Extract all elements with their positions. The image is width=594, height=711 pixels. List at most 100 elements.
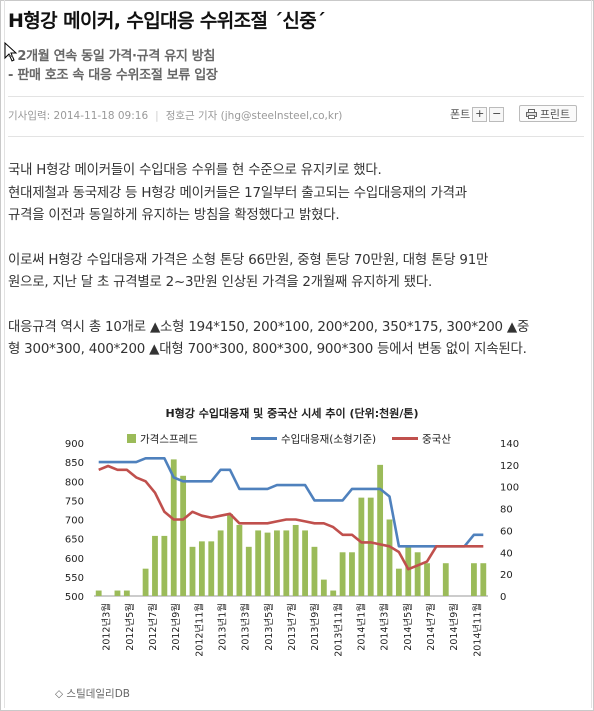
font-size-control: 폰트 + − [450, 106, 505, 122]
body-line: 국내 H형강 메이커들이 수입대응 수위를 현 수준으로 유지키로 했다. [8, 163, 382, 178]
price-trend-chart: H형강 수입대응재 및 중국산 시세 추이 (단위:천원/톤) 가격스프레드 수입대… [65, 406, 519, 657]
body-line: 원으로, 지난 달 초 규격별로 2~3만원 인상된 가격을 2개월째 유지하게… [8, 275, 432, 290]
x-tick-label: 2013년11월 [332, 603, 344, 657]
y-tick-left: 700 [65, 516, 84, 527]
spread-bar [236, 524, 243, 596]
y-tick-left: 650 [65, 535, 84, 546]
spread-bar [142, 568, 149, 596]
x-tick-label: 2012년5월 [124, 603, 136, 651]
spread-bar [161, 535, 168, 596]
y-tick-left: 500 [65, 592, 84, 603]
spread-bar [377, 464, 384, 596]
spread-bar [170, 459, 177, 596]
spread-bar [349, 552, 355, 596]
x-tick-label: 2013년1월 [216, 603, 228, 651]
x-tick-label: 2014년9월 [448, 603, 460, 651]
x-tick-label: 2014년1월 [356, 603, 368, 651]
chart-title: H형강 수입대응재 및 중국산 시세 추이 (단위:천원/톤) [165, 406, 418, 420]
article-meta: 기사입력: 2014-11-18 09:16 | 정호근 기자 (jhg@steel… [8, 110, 343, 122]
font-increase-button[interactable]: + [472, 106, 488, 122]
y-tick-left: 800 [65, 477, 84, 488]
spread-bar [386, 519, 393, 596]
spread-bar [320, 579, 327, 596]
y-tick-left: 850 [65, 458, 84, 469]
china-price-line [98, 464, 484, 571]
y-tick-right: 40 [500, 548, 513, 559]
legend-swatch [127, 434, 136, 443]
article-subhead-1: - 2개월 연속 동일 가격·규격 유지 방침 [8, 49, 216, 64]
import-response-line [98, 456, 484, 548]
legend-label: 가격스프레드 [140, 433, 198, 446]
spread-bar [114, 590, 121, 596]
spread-bar [152, 535, 158, 596]
x-tick-label: 2013년3월 [240, 603, 252, 651]
spread-bar [292, 524, 299, 596]
x-tick-label: 2013년7월 [286, 603, 298, 651]
y-tick-right: 20 [500, 570, 513, 581]
body-line: 대응규격 역시 총 10개로 ▲소형 194*150, 200*100, 200… [8, 319, 530, 335]
article-subhead-2: - 판매 호조 속 대응 수위조절 보류 입장 [8, 68, 218, 83]
legend-label: 중국산 [422, 434, 451, 446]
spread-bar [339, 552, 346, 596]
x-tick-label: 2014년3월 [379, 603, 391, 651]
spread-bar [245, 546, 252, 596]
spread-bar [198, 541, 205, 596]
body-line: 규격을 이전과 동일하게 유지하는 방침을 확정했다고 밝혔다. [8, 208, 340, 223]
divider [8, 96, 584, 97]
print-button[interactable]: 프린트 [519, 105, 577, 122]
y-tick-right: 120 [500, 461, 519, 472]
spread-bar [255, 530, 262, 596]
y-tick-left: 550 [65, 573, 84, 584]
x-tick-label: 2014년5월 [402, 603, 414, 651]
x-tick-label: 2012년3월 [101, 603, 113, 651]
spread-bar [358, 497, 365, 596]
font-decrease-button[interactable]: − [489, 106, 505, 122]
spread-bar [330, 590, 337, 596]
y-tick-left: 600 [65, 554, 84, 565]
y-tick-left: 750 [65, 496, 84, 507]
spread-bar [311, 546, 318, 596]
x-tick-label: 2012년11월 [193, 603, 205, 657]
printer-icon [525, 108, 537, 119]
spread-bar [480, 563, 487, 596]
x-tick-label: 2014년7월 [425, 603, 437, 651]
y-tick-right: 140 [500, 439, 519, 450]
spread-bar [264, 532, 271, 596]
x-tick-label: 2012년7월 [147, 603, 159, 651]
y-tick-left: 900 [65, 439, 84, 450]
spread-bar [367, 497, 374, 596]
x-tick-label: 2013년9월 [309, 603, 321, 651]
spread-bar [227, 514, 233, 596]
font-label: 폰트 [450, 108, 471, 121]
body-line: 형 300*300, 400*200 ▲대형 700*300, 800*300,… [8, 342, 527, 357]
spread-bar [217, 530, 224, 596]
article-panel [4, 0, 592, 708]
article-body: 국내 H형강 메이커들이 수입대응 수위를 현 수준으로 유지키로 했다. 현대… [8, 160, 582, 362]
spread-bar [123, 590, 130, 596]
spread-bar [189, 546, 196, 596]
spread-bar [395, 568, 402, 596]
x-tick-label: 2014년11월 [471, 603, 483, 657]
legend-label: 수입대응재(소형기준) [281, 433, 376, 446]
spread-bar [283, 530, 290, 596]
spread-bar [208, 541, 215, 596]
y-tick-right: 100 [500, 483, 519, 494]
spread-bar [424, 563, 430, 596]
spread-bar [442, 563, 449, 596]
divider [8, 136, 584, 137]
x-tick-label: 2012년9월 [170, 603, 182, 651]
body-line: 현대제철과 동국제강 등 H형강 메이커들은 17일부터 출고되는 수입대응재의… [8, 185, 467, 201]
body-line: 이로써 H형강 수입대응재 가격은 소형 톤당 66만원, 중형 톤당 70만원… [8, 252, 489, 268]
article-headline: H형강 메이커, 수입대응 수위조절 ´신중´ [8, 10, 326, 32]
x-tick-label: 2013년5월 [263, 603, 275, 651]
spread-bar [471, 563, 477, 596]
publish-date: 기사입력: 2014-11-18 09:16 [8, 110, 149, 122]
spread-bar [274, 530, 280, 596]
print-label: 프린트 [539, 107, 571, 121]
y-tick-right: 60 [500, 526, 513, 537]
mouse-cursor-icon [4, 42, 18, 62]
spread-bar [405, 546, 412, 596]
spread-bar [414, 552, 421, 596]
spread-bar [180, 475, 187, 596]
reporter-byline: 정호근 기자 (jhg@steelnsteel,co,kr) [165, 110, 343, 122]
